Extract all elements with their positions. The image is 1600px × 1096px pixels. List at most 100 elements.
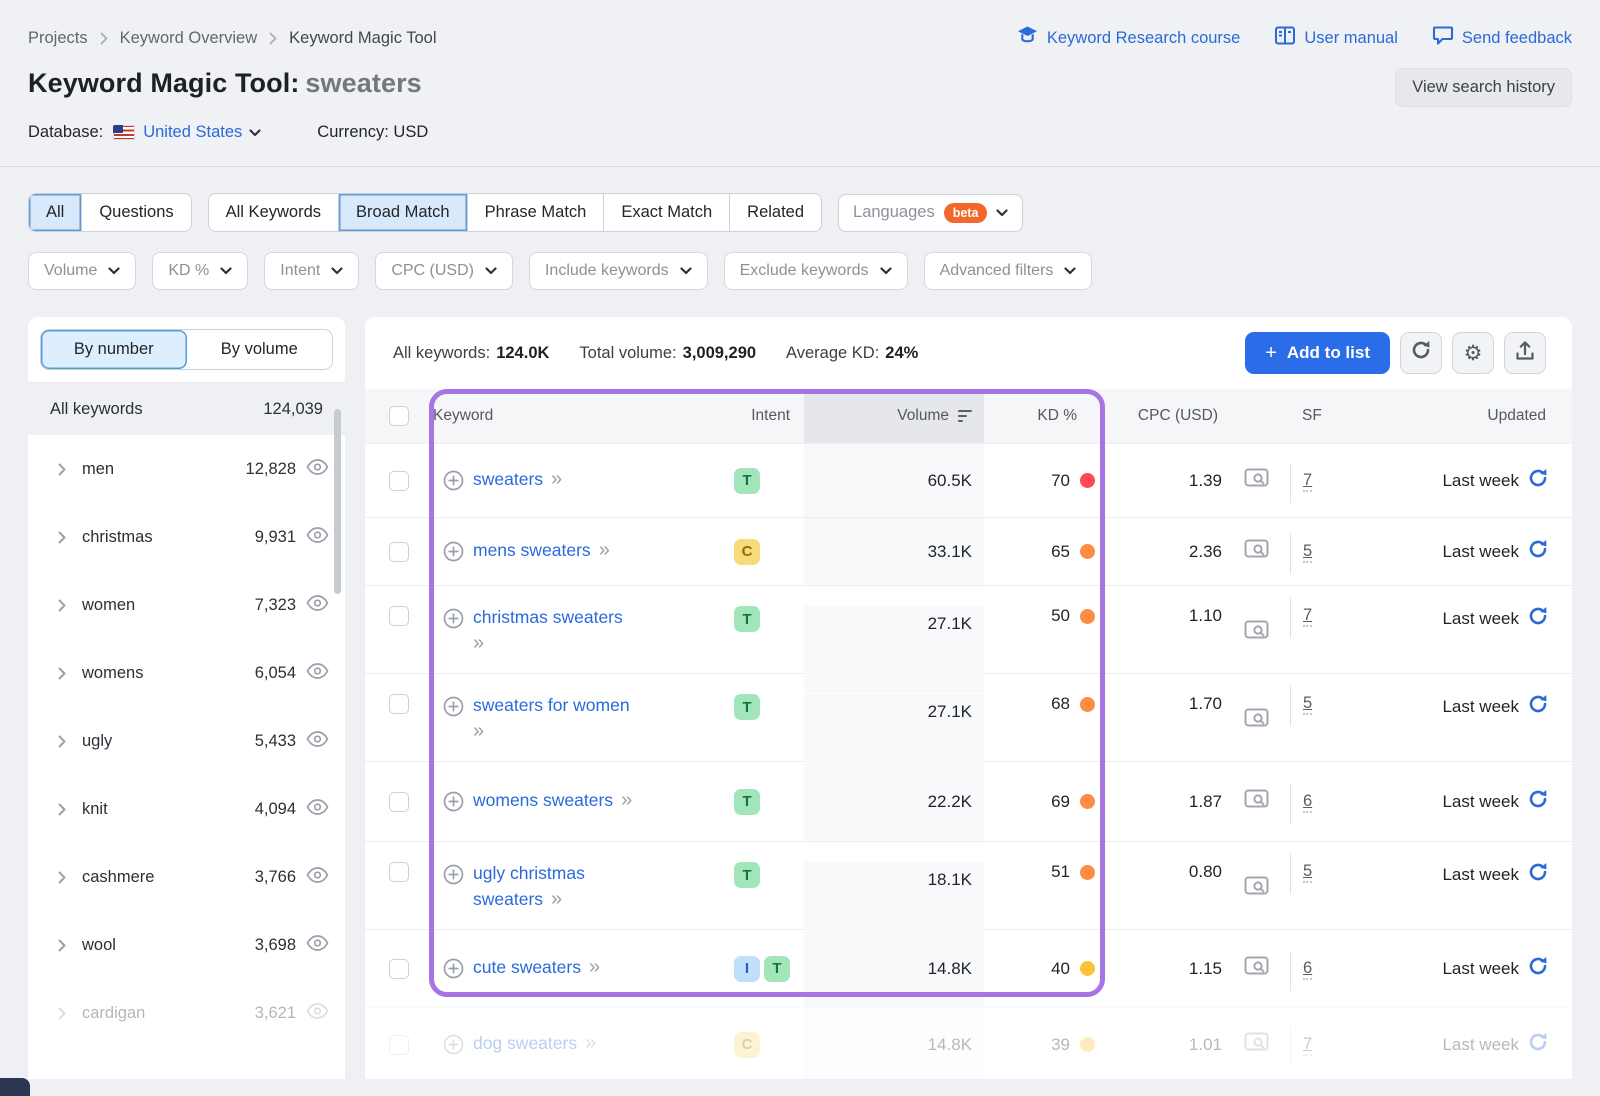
column-header-intent[interactable]: Intent — [751, 407, 790, 424]
eye-icon[interactable] — [306, 866, 329, 888]
open-keyword-icon[interactable]: » — [551, 467, 562, 490]
header-link[interactable]: User manual — [1274, 24, 1398, 52]
row-checkbox[interactable] — [389, 958, 409, 979]
breadcrumb-item[interactable]: Keyword Overview — [119, 28, 258, 47]
breadcrumb-item[interactable]: Projects — [28, 28, 88, 47]
settings-button[interactable]: ⚙ — [1452, 332, 1494, 374]
keyword-group-item[interactable]: cashmere 3,766 — [28, 843, 345, 911]
keyword-group-item[interactable]: womens 6,054 — [28, 639, 345, 707]
tab-phrase-match[interactable]: Phrase Match — [466, 194, 604, 231]
row-checkbox[interactable] — [389, 862, 409, 882]
serp-preview-icon[interactable] — [1244, 1032, 1269, 1058]
eye-icon[interactable] — [306, 730, 329, 752]
eye-icon[interactable] — [306, 458, 329, 480]
keyword-link[interactable]: dog sweaters — [473, 1032, 578, 1053]
tab-exact-match[interactable]: Exact Match — [603, 194, 730, 231]
chevron-right-icon[interactable] — [58, 1007, 66, 1020]
chevron-right-icon[interactable] — [58, 803, 66, 816]
keyword-link[interactable]: mens sweaters — [473, 539, 591, 560]
keyword-group-item[interactable]: men 12,828 — [28, 435, 345, 503]
chevron-right-icon[interactable] — [58, 531, 66, 544]
keyword-group-item[interactable]: knit 4,094 — [28, 775, 345, 843]
serp-preview-icon[interactable] — [1244, 876, 1269, 902]
update-refresh-icon[interactable] — [1528, 956, 1548, 981]
add-keyword-icon[interactable] — [443, 608, 464, 634]
chevron-right-icon[interactable] — [58, 871, 66, 884]
open-keyword-icon[interactable]: » — [621, 788, 632, 811]
filter-volume[interactable]: Volume — [28, 252, 137, 290]
serp-features-count[interactable]: 5 — [1303, 862, 1313, 883]
view-search-history-button[interactable]: View search history — [1395, 68, 1572, 107]
refresh-button[interactable] — [1400, 332, 1442, 374]
row-checkbox[interactable] — [389, 1034, 409, 1055]
serp-features-count[interactable]: 5 — [1303, 542, 1313, 563]
add-keyword-icon[interactable] — [443, 541, 464, 567]
eye-icon[interactable] — [306, 594, 329, 616]
keyword-group-item[interactable]: christmas 9,931 — [28, 503, 345, 571]
add-keyword-icon[interactable] — [443, 470, 464, 496]
keyword-link[interactable]: cute sweaters — [473, 956, 581, 977]
row-checkbox[interactable] — [389, 470, 409, 491]
add-keyword-icon[interactable] — [443, 696, 464, 722]
filter-kd-[interactable]: KD % — [152, 252, 249, 290]
chevron-right-icon[interactable] — [58, 463, 66, 476]
export-button[interactable] — [1504, 332, 1546, 374]
open-keyword-icon[interactable]: » — [473, 631, 484, 654]
keyword-group-item[interactable]: wool 3,698 — [28, 911, 345, 979]
serp-preview-icon[interactable] — [1244, 789, 1269, 815]
add-keyword-icon[interactable] — [443, 958, 464, 984]
update-refresh-icon[interactable] — [1528, 694, 1548, 719]
sidebar-tab-by-volume[interactable]: By volume — [186, 330, 332, 369]
filter-advanced-filters[interactable]: Advanced filters — [923, 252, 1093, 290]
serp-features-count[interactable]: 7 — [1303, 471, 1313, 492]
row-checkbox[interactable] — [389, 541, 409, 562]
eye-icon[interactable] — [306, 526, 329, 548]
serp-preview-icon[interactable] — [1244, 468, 1269, 494]
filter-exclude-keywords[interactable]: Exclude keywords — [723, 252, 908, 290]
row-checkbox[interactable] — [389, 791, 409, 812]
sidebar-all-keywords[interactable]: All keywords 124,039 — [28, 383, 345, 435]
add-keyword-icon[interactable] — [443, 864, 464, 890]
eye-icon[interactable] — [306, 1002, 329, 1024]
keyword-link[interactable]: christmas sweaters — [473, 606, 623, 627]
open-keyword-icon[interactable]: » — [473, 719, 484, 742]
eye-icon[interactable] — [306, 662, 329, 684]
sidebar-tab-by-number[interactable]: By number — [41, 330, 187, 369]
update-refresh-icon[interactable] — [1528, 606, 1548, 631]
keyword-group-item[interactable]: cardigan 3,621 — [28, 979, 345, 1047]
column-header-kd[interactable]: KD % — [1037, 407, 1077, 424]
keyword-link[interactable]: sweaters — [473, 468, 544, 489]
keyword-link[interactable]: womens sweaters — [473, 789, 614, 810]
eye-icon[interactable] — [306, 934, 329, 956]
database-select[interactable]: United States — [143, 123, 261, 142]
header-link[interactable]: Keyword Research course — [1016, 24, 1240, 52]
column-header-updated[interactable]: Updated — [1487, 407, 1546, 424]
tab-all[interactable]: All — [29, 194, 82, 231]
update-refresh-icon[interactable] — [1528, 789, 1548, 814]
eye-icon[interactable] — [306, 798, 329, 820]
languages-dropdown[interactable]: Languages beta — [838, 193, 1024, 232]
serp-features-count[interactable]: 7 — [1303, 1035, 1313, 1056]
tab-all-keywords[interactable]: All Keywords — [208, 194, 339, 231]
update-refresh-icon[interactable] — [1528, 539, 1548, 564]
row-checkbox[interactable] — [389, 606, 409, 626]
serp-preview-icon[interactable] — [1244, 539, 1269, 565]
update-refresh-icon[interactable] — [1528, 1032, 1548, 1057]
chevron-right-icon[interactable] — [58, 599, 66, 612]
open-keyword-icon[interactable]: » — [588, 955, 600, 978]
column-header-volume[interactable]: Volume — [804, 389, 984, 443]
sidebar-scrollbar[interactable] — [334, 409, 341, 594]
header-link[interactable]: Send feedback — [1432, 24, 1572, 52]
keyword-link[interactable]: sweaters for women — [473, 694, 630, 715]
chevron-right-icon[interactable] — [58, 735, 66, 748]
serp-features-count[interactable]: 6 — [1303, 792, 1313, 813]
add-keyword-icon[interactable] — [443, 791, 464, 817]
filter-include-keywords[interactable]: Include keywords — [528, 252, 708, 290]
serp-preview-icon[interactable] — [1244, 956, 1269, 982]
open-keyword-icon[interactable]: » — [598, 538, 610, 561]
breadcrumb-item[interactable]: Keyword Magic Tool — [289, 28, 437, 47]
column-header-cpc[interactable]: CPC (USD) — [1137, 407, 1218, 424]
update-refresh-icon[interactable] — [1528, 862, 1548, 887]
keyword-link[interactable]: sweaters — [473, 888, 544, 909]
open-keyword-icon[interactable]: » — [551, 887, 562, 910]
